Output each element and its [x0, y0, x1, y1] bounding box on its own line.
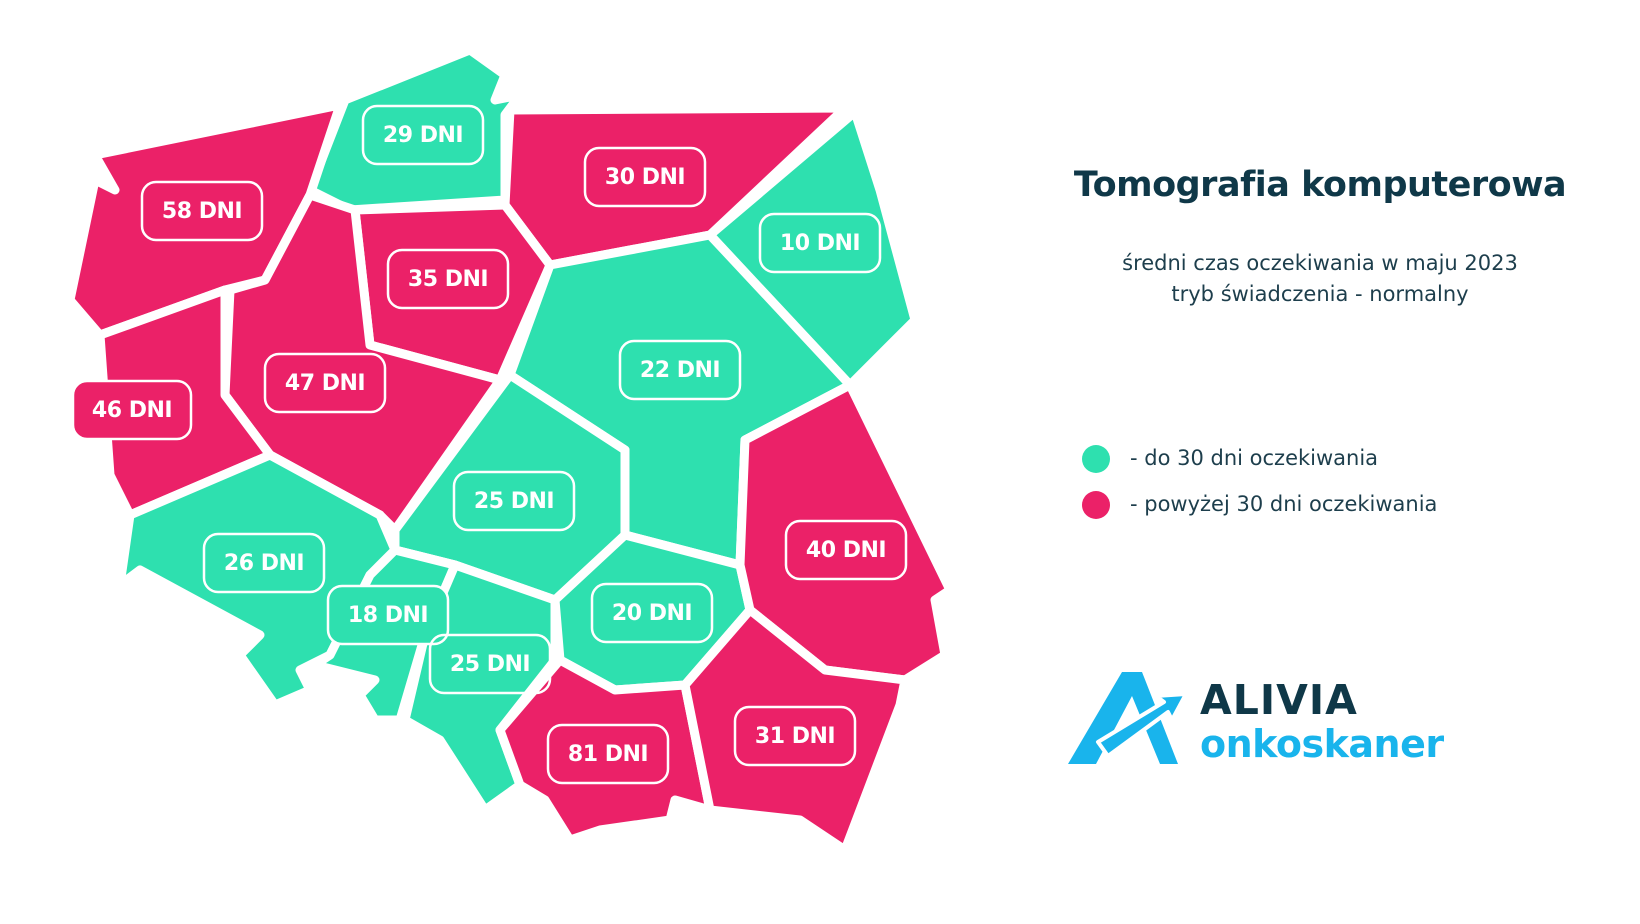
- label-malopolskie: 81 DNI: [546, 723, 670, 785]
- label-text-warminsko-mazurskie: 30 DNI: [605, 165, 685, 190]
- label-swietokrzyskie: 20 DNI: [590, 582, 714, 644]
- region-dolnoslaskie: [115, 450, 400, 710]
- legend-label-pink: - powyżej 30 dni oczekiwania: [1130, 492, 1438, 516]
- label-text-zachodniopomorskie: 58 DNI: [162, 199, 242, 224]
- alivia-logo-icon: [1068, 672, 1188, 764]
- label-lubuskie: 46 DNI: [71, 379, 193, 441]
- label-warminsko-mazurskie: 30 DNI: [583, 146, 707, 208]
- logo-name: ALIVIA: [1200, 676, 1358, 724]
- label-text-pomorskie: 29 DNI: [383, 123, 463, 148]
- label-slaskie: 25 DNI: [428, 633, 552, 695]
- label-text-podkarpackie: 31 DNI: [755, 724, 835, 749]
- label-text-wielkopolskie: 47 DNI: [285, 371, 365, 396]
- label-opolskie: 18 DNI: [326, 584, 450, 646]
- label-text-lodzkie: 25 DNI: [474, 489, 554, 514]
- label-text-swietokrzyskie: 20 DNI: [612, 601, 692, 626]
- label-mazowieckie: 22 DNI: [618, 339, 742, 401]
- label-text-malopolskie: 81 DNI: [568, 742, 648, 767]
- region-podkarpackie: [680, 605, 910, 855]
- subtitle-line-2: tryb świadczenia - normalny: [1171, 282, 1469, 306]
- label-lodzkie: 25 DNI: [452, 470, 576, 532]
- legend-label-green: - do 30 dni oczekiwania: [1130, 446, 1379, 470]
- label-text-podlaskie: 10 DNI: [780, 231, 860, 256]
- label-text-slaskie: 25 DNI: [450, 652, 530, 677]
- label-kujawsko-pomorskie: 35 DNI: [386, 248, 510, 310]
- label-text-lubuskie: 46 DNI: [92, 398, 172, 423]
- legend-dot-green: [1082, 445, 1110, 473]
- label-podlaskie: 10 DNI: [758, 212, 882, 274]
- region-podlaskie: [705, 107, 920, 390]
- label-text-opolskie: 18 DNI: [348, 603, 428, 628]
- label-text-dolnoslaskie: 26 DNI: [224, 551, 304, 576]
- page-title: Tomografia komputerowa: [1073, 165, 1567, 205]
- subtitle: średni czas oczekiwania w maju 2023 tryb…: [1020, 248, 1620, 310]
- label-text-mazowieckie: 22 DNI: [640, 358, 720, 383]
- label-dolnoslaskie: 26 DNI: [202, 532, 326, 594]
- label-text-lubelskie: 40 DNI: [806, 538, 886, 563]
- label-pomorskie: 29 DNI: [361, 104, 485, 166]
- label-box-opolskie: [326, 584, 450, 646]
- label-text-kujawsko-pomorskie: 35 DNI: [408, 267, 488, 292]
- label-podkarpackie: 31 DNI: [733, 705, 857, 767]
- subtitle-line-1: średni czas oczekiwania w maju 2023: [1122, 251, 1518, 275]
- region-lubelskie: [735, 380, 955, 685]
- info-panel: Tomografia komputerowa średni czas oczek…: [1020, 0, 1640, 924]
- label-lubelskie: 40 DNI: [784, 519, 908, 581]
- region-malopolskie: [495, 655, 715, 845]
- label-zachodniopomorskie: 58 DNI: [140, 180, 264, 242]
- legend-dot-pink: [1082, 491, 1110, 519]
- poland-voivodeship-map: 29 DNI 58 DNI 30 DNI 10 DNI 35 DNI 47 DN…: [70, 50, 955, 855]
- alivia-logo: ALIVIA onkoskaner: [1068, 672, 1488, 772]
- logo-subname: onkoskaner: [1200, 722, 1444, 766]
- region-labels: 29 DNI 58 DNI 30 DNI 10 DNI 35 DNI 47 DN…: [71, 104, 908, 785]
- label-box-lubuskie: [71, 379, 193, 441]
- label-wielkopolskie: 47 DNI: [263, 352, 387, 414]
